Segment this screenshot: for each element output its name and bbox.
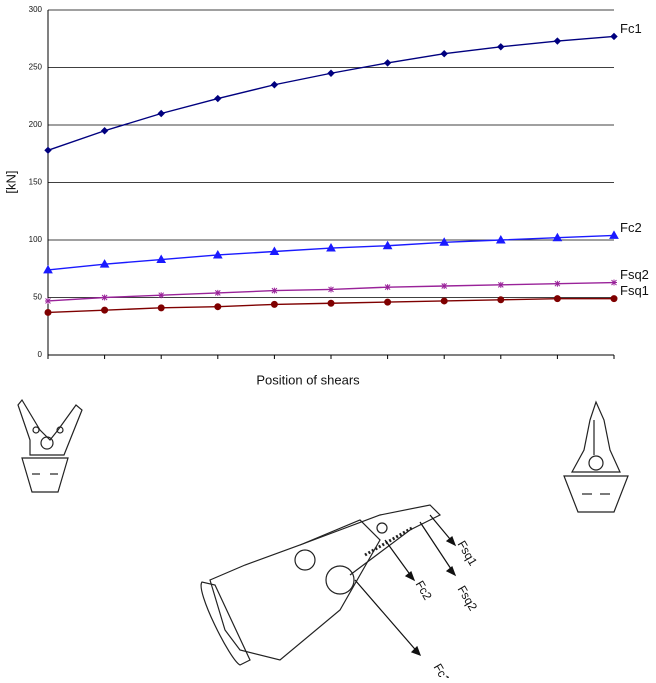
y-tick-label: 250	[29, 63, 43, 72]
point	[158, 292, 165, 299]
point	[100, 127, 109, 135]
point	[609, 230, 619, 239]
point	[497, 281, 504, 288]
y-tick-label: 300	[29, 5, 43, 14]
point	[326, 243, 336, 252]
point	[495, 234, 506, 244]
point	[497, 296, 505, 304]
point	[610, 295, 618, 303]
point	[327, 299, 335, 307]
point	[101, 294, 108, 301]
y-tick-label: 0	[38, 350, 43, 359]
series-label: Fc2	[620, 220, 642, 235]
series-label: Fsq1	[620, 283, 649, 298]
point	[610, 32, 618, 41]
shears-closed-illustration	[563, 400, 629, 513]
y-tick-label: 50	[33, 293, 42, 302]
series-line	[47, 35, 615, 151]
point	[440, 297, 448, 305]
point	[214, 303, 222, 311]
point	[552, 232, 563, 242]
point	[214, 289, 221, 296]
point	[157, 304, 165, 312]
point	[44, 308, 52, 316]
point	[327, 69, 335, 77]
point	[554, 280, 561, 287]
point	[270, 300, 278, 308]
point	[383, 59, 392, 67]
shears-side-illustration	[200, 504, 442, 666]
point	[497, 43, 505, 51]
point	[214, 94, 222, 103]
point	[384, 284, 391, 291]
point	[157, 109, 165, 118]
point	[384, 298, 392, 306]
shears-open-illustration	[17, 398, 83, 493]
point	[439, 237, 450, 246]
point	[553, 37, 562, 45]
force-arrows	[354, 514, 457, 657]
point	[271, 287, 278, 294]
series-line	[47, 234, 615, 271]
arrow-label: Fc2	[413, 578, 435, 603]
y-tick-label: 150	[29, 178, 43, 187]
point	[270, 81, 279, 89]
point	[99, 259, 110, 268]
arrow-label: Fsq2	[455, 583, 481, 613]
point	[156, 254, 167, 264]
point	[45, 297, 51, 304]
point	[553, 295, 561, 303]
x-axis-label: Position of shears	[256, 372, 360, 387]
point	[43, 264, 53, 274]
y-axis-label: [kN]	[3, 170, 18, 193]
arrow-label: Fc1	[431, 661, 453, 678]
point	[611, 279, 617, 286]
point	[441, 283, 448, 289]
point	[44, 146, 52, 155]
arrow-label: Fsq1	[455, 538, 481, 568]
y-tick-label: 200	[29, 120, 43, 129]
point	[440, 49, 448, 58]
y-tick-label: 100	[29, 235, 43, 244]
series-label: Fc1	[620, 21, 642, 36]
point	[269, 246, 280, 255]
point	[101, 306, 109, 314]
point	[382, 240, 393, 250]
point	[212, 249, 223, 259]
series-label: Fsq2	[620, 267, 649, 282]
point	[328, 286, 334, 293]
